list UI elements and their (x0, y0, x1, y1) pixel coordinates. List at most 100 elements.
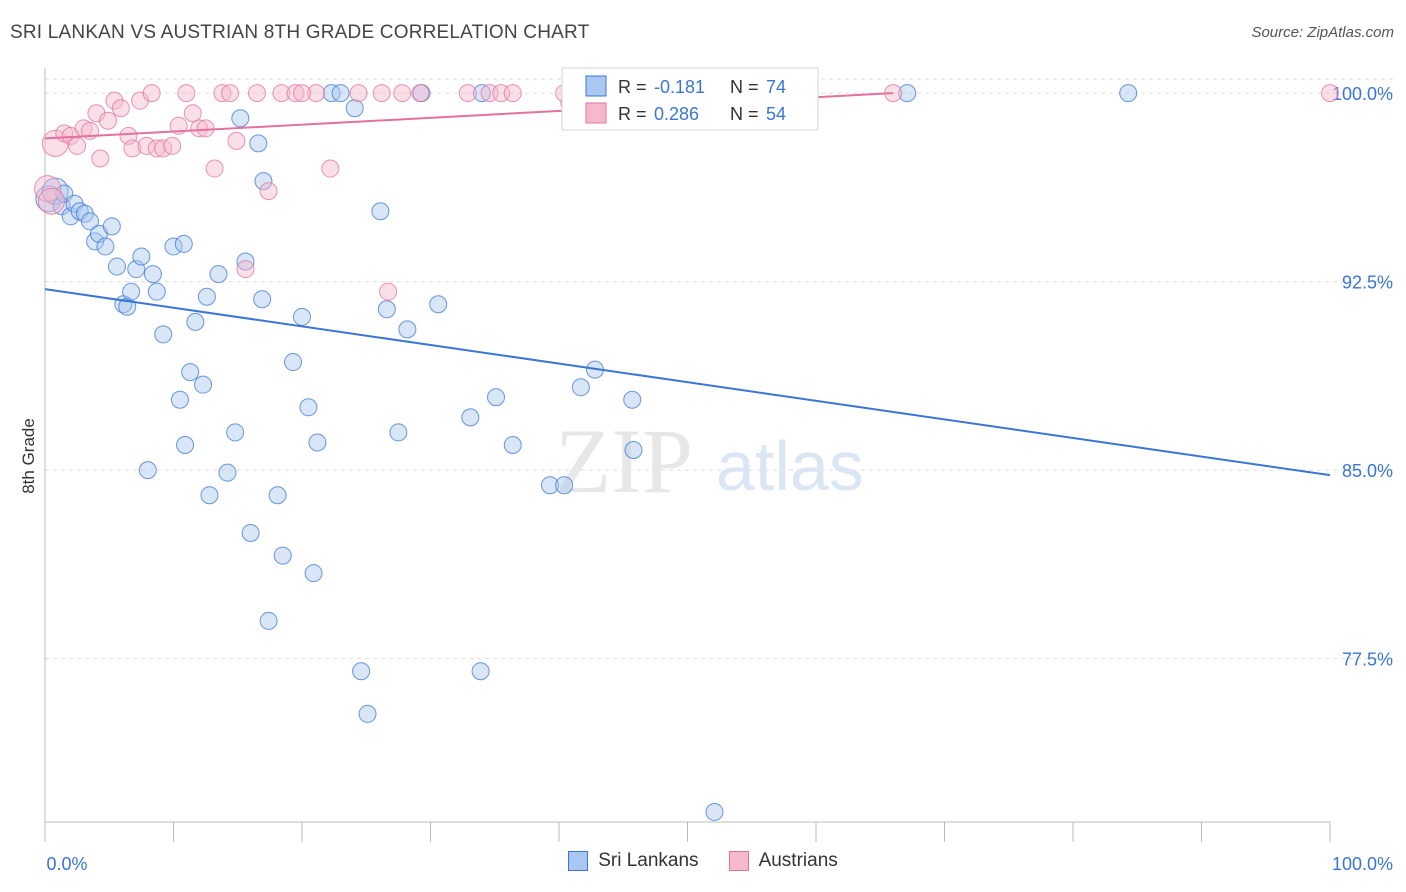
data-point (186, 312, 205, 331)
data-point (241, 523, 260, 542)
data-point (163, 136, 182, 155)
data-point (132, 247, 151, 266)
data-point (98, 111, 117, 130)
legend-r-value-1: -0.181 (654, 77, 705, 97)
data-point (293, 84, 311, 103)
data-point (1321, 84, 1339, 103)
grid-layer (45, 78, 1396, 660)
legend-n-label-2: N = (730, 104, 759, 124)
data-point (205, 159, 224, 178)
data-point (487, 388, 506, 407)
data-point (321, 159, 340, 178)
data-point (331, 84, 350, 103)
data-point (308, 433, 327, 452)
data-point (471, 662, 490, 681)
data-point (358, 704, 377, 723)
data-point (248, 84, 267, 103)
legend-n-label-1: N = (730, 77, 759, 97)
data-point (138, 461, 157, 480)
watermark-atlas: atlas (716, 427, 864, 505)
data-point (96, 237, 115, 256)
data-point (503, 84, 522, 103)
data-point (349, 84, 368, 103)
data-point (102, 217, 121, 236)
data-point (194, 375, 213, 394)
legend-r-label-1: R = (618, 77, 647, 97)
data-point (107, 257, 126, 276)
chart-title: SRI LANKAN VS AUSTRIAN 8TH GRADE CORRELA… (10, 22, 590, 43)
data-point (249, 134, 268, 153)
data-point (253, 290, 272, 309)
data-point (624, 441, 643, 460)
y-axis-label: 8th Grade (19, 418, 38, 494)
data-point (164, 237, 183, 256)
legend-r-value-2: 0.286 (654, 104, 699, 124)
data-point (461, 408, 480, 427)
legend-swatch-austrians (585, 102, 607, 124)
legend-label: Austrians (758, 850, 838, 871)
data-point (293, 307, 311, 326)
data-point (147, 139, 166, 158)
data-point (411, 84, 430, 103)
data-point (80, 212, 99, 231)
data-point (503, 436, 522, 454)
data-point (142, 84, 161, 103)
data-point (221, 84, 240, 103)
y-tick-label: 77.5% (1342, 650, 1393, 670)
data-point (398, 320, 417, 339)
data-point (898, 84, 917, 103)
legend-label: Sri Lankans (598, 850, 699, 871)
data-point (272, 84, 291, 103)
x-tick-label: 0.0% (46, 854, 87, 874)
data-point (307, 84, 326, 103)
data-point (236, 260, 255, 279)
data-point (227, 131, 246, 150)
data-point (259, 611, 278, 630)
data-point (623, 390, 642, 409)
data-point (68, 136, 87, 155)
data-point (111, 99, 130, 118)
legend-item-sri-lankans[interactable]: Sri Lankans (568, 850, 699, 872)
data-point (236, 252, 255, 271)
legend: Sri Lankans Austrians (0, 850, 1406, 872)
legend-item-austrians[interactable]: Austrians (728, 850, 838, 872)
data-point (371, 202, 390, 221)
data-point (226, 423, 245, 442)
data-point (379, 282, 398, 301)
data-point (91, 149, 110, 168)
data-point (181, 363, 200, 382)
data-point (393, 84, 412, 103)
data-point (200, 486, 219, 505)
legend-n-value-1: 74 (766, 77, 786, 97)
watermark: ZIP atlas (555, 410, 864, 512)
data-point (209, 265, 228, 284)
data-point (389, 423, 408, 442)
data-point (345, 99, 364, 118)
data-point (254, 172, 273, 191)
data-point (259, 182, 278, 201)
data-point (472, 84, 491, 103)
data-point (377, 300, 396, 319)
data-point (123, 139, 142, 158)
data-point (177, 84, 196, 103)
y-tick-label: 85.0% (1342, 461, 1393, 481)
data-point (105, 91, 124, 110)
data-point (555, 476, 574, 495)
data-point (705, 802, 724, 821)
watermark-zip: ZIP (555, 410, 693, 512)
data-point (196, 119, 215, 138)
data-point (176, 436, 195, 454)
data-point (571, 378, 590, 397)
y-tick-label: 92.5% (1342, 273, 1393, 293)
data-point (213, 84, 232, 103)
source-label: Source: ZipAtlas.com (1251, 24, 1394, 41)
legend-swatch-sri-lankans (585, 75, 607, 97)
data-point (268, 486, 287, 505)
data-point (147, 282, 166, 301)
data-point (458, 84, 477, 103)
legend-box: R = -0.181 N = 74 R = 0.286 N = 54 (561, 67, 819, 131)
legend-swatch (728, 851, 749, 871)
legend-n-value-2: 54 (766, 104, 786, 124)
data-point (1119, 84, 1138, 103)
